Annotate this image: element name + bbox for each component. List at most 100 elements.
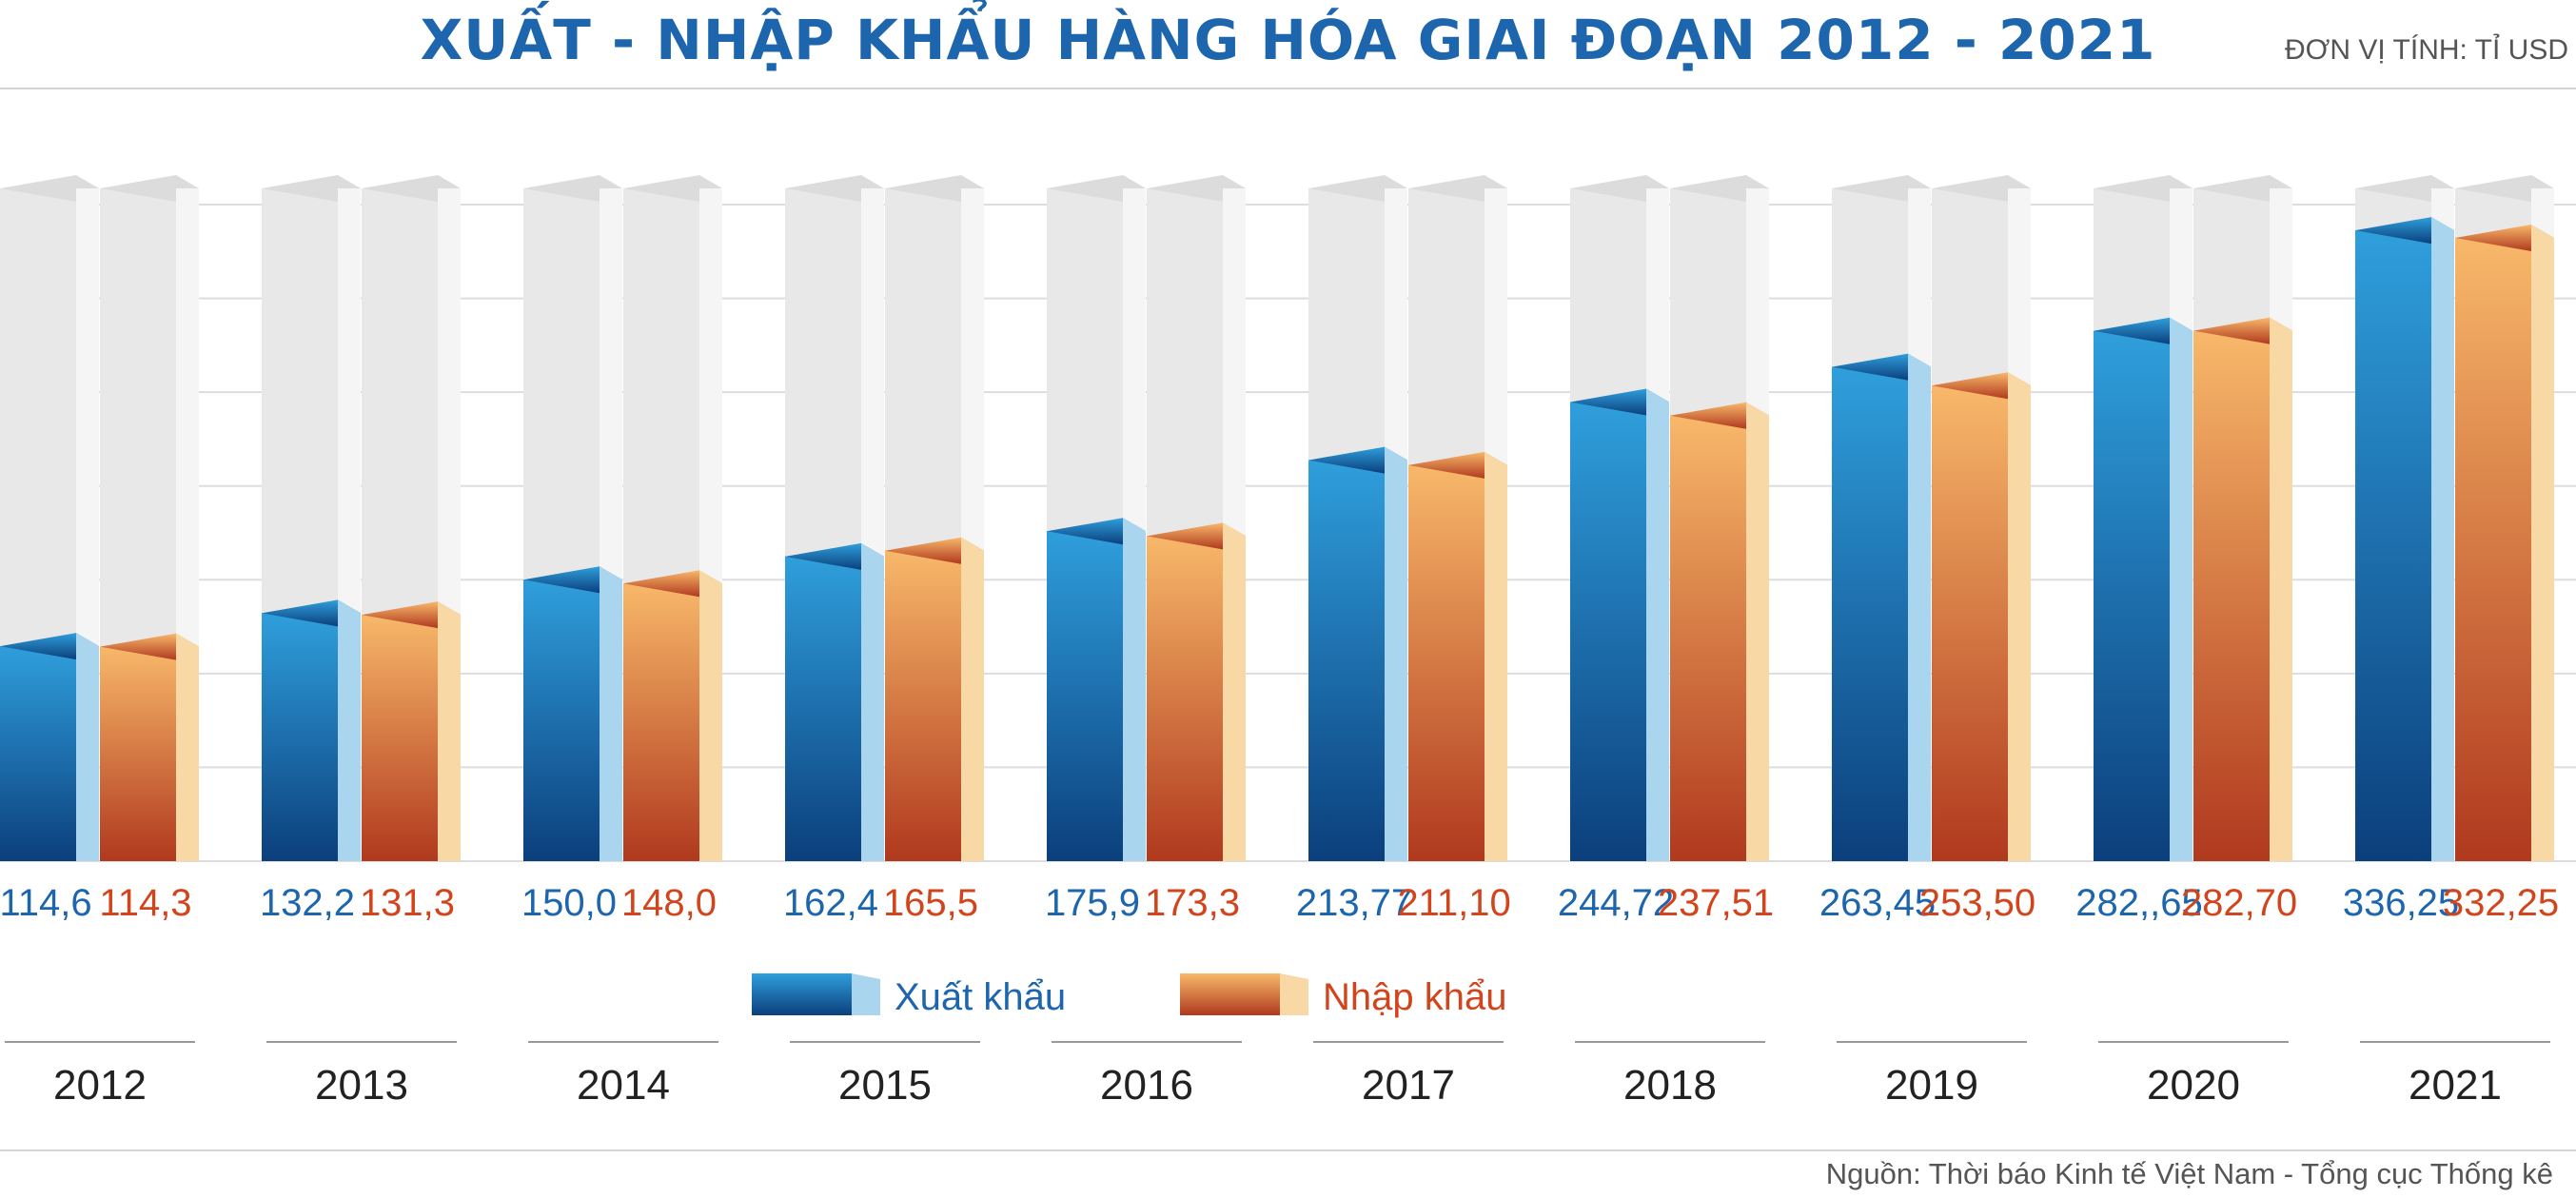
legend: Xuất khẩu Nhập khẩu <box>752 973 1506 1018</box>
bar-import-side <box>1485 451 1507 861</box>
bar-import-side <box>2008 372 2031 861</box>
value-label-export: 263,45 <box>1819 882 1936 924</box>
bar-export-top <box>1570 388 1669 416</box>
bar-import-side <box>2531 224 2554 861</box>
value-label-export: 150,0 <box>521 882 617 924</box>
value-label-export: 244,72 <box>1558 882 1674 924</box>
bar-import <box>1932 385 2008 861</box>
bar-export-top <box>0 633 99 660</box>
bar-track-top <box>1047 175 1146 202</box>
bar-import-side <box>699 570 722 861</box>
year-label: 2015 <box>838 1062 932 1109</box>
bar-export <box>1570 402 1646 861</box>
bar-export-side <box>2431 217 2454 861</box>
value-label-export: 282,,65 <box>2075 882 2202 924</box>
bar-import <box>100 646 176 861</box>
bar-export <box>2355 230 2431 861</box>
bar-export-top <box>2355 217 2454 245</box>
bar-export <box>785 556 861 861</box>
bar-import-side <box>176 633 199 861</box>
legend-swatch-export <box>752 973 852 1015</box>
legend-swatch-export-side <box>852 973 880 1015</box>
bar-track-top <box>1308 175 1407 202</box>
value-label-export: 132,2 <box>260 882 355 924</box>
bar-track-top <box>100 175 199 202</box>
bar-export-top <box>785 542 884 570</box>
bar-track-top <box>623 175 722 202</box>
bar-export-side <box>600 566 622 861</box>
bar-export-side <box>1908 353 1931 861</box>
bar-export-top <box>1832 353 1931 381</box>
bar-export <box>1047 531 1123 861</box>
bar-import <box>885 550 961 861</box>
bar-export <box>523 579 600 861</box>
value-labels: 114,6 114,3 132,2 131,3 150,0 148,0 162,4 165,5… <box>0 882 2559 924</box>
bar-export <box>1832 366 1908 861</box>
value-label-import: 282,70 <box>2181 882 2297 924</box>
year-axis: 2012 2013 2014 2015 2016 2017 2018 2019 2020 2021 <box>5 1041 2550 1109</box>
bars <box>0 175 2554 862</box>
value-label-import: 131,3 <box>360 882 455 924</box>
bar-export-side <box>861 542 884 861</box>
value-label-export: 162,4 <box>783 882 878 924</box>
bar-track-top <box>885 175 984 202</box>
value-label-import: 211,10 <box>1397 882 1510 924</box>
bar-import <box>362 615 438 861</box>
chart-title: XUẤT - NHẬP KHẨU HÀNG HÓA GIAI ĐOẠN 2012… <box>420 8 2156 72</box>
bar-track-top <box>2094 175 2193 202</box>
footer-divider <box>0 1149 2576 1151</box>
value-label-export: 114,6 <box>0 882 92 924</box>
value-label-import: 237,51 <box>1658 882 1774 924</box>
bar-export-top <box>1308 446 1407 474</box>
legend-swatch-import <box>1180 973 1280 1015</box>
bar-import <box>1147 536 1223 861</box>
bar-track-top <box>1832 175 1931 202</box>
value-label-export: 175,9 <box>1045 882 1140 924</box>
value-label-export: 336,25 <box>2343 882 2459 924</box>
value-label-import: 253,50 <box>1919 882 2035 924</box>
bar-import <box>1670 415 1746 861</box>
year-label: 2020 <box>2147 1062 2240 1109</box>
bar-export-top <box>1047 518 1146 545</box>
bar-track-top <box>2193 175 2292 202</box>
bar-export-side <box>2170 317 2193 861</box>
bar-track-top <box>2355 175 2454 202</box>
bar-export <box>2094 330 2170 861</box>
bar-export <box>262 613 338 861</box>
bar-import-side <box>2270 317 2292 862</box>
bar-import <box>2455 237 2531 861</box>
value-label-import: 332,25 <box>2443 882 2559 924</box>
value-label-export: 213,77 <box>1296 882 1412 924</box>
bar-track-top <box>1570 175 1669 202</box>
year-label: 2019 <box>1885 1062 1978 1109</box>
bar-import-top <box>1932 372 2031 400</box>
bar-export-side <box>1385 446 1407 861</box>
bar-export-side <box>76 633 99 861</box>
value-label-import: 173,3 <box>1145 882 1240 924</box>
bar-export-side <box>1123 518 1146 861</box>
bar-import-side <box>438 601 461 861</box>
bar-export-top <box>262 599 361 627</box>
bar-import-side <box>1223 522 1246 861</box>
bar-import-top <box>885 537 984 564</box>
year-label: 2018 <box>1623 1062 1717 1109</box>
bar-track-top <box>1147 175 1246 202</box>
bar-export <box>1308 460 1385 861</box>
bar-track-top <box>362 175 461 202</box>
legend-swatch-import-side <box>1280 973 1308 1015</box>
bar-import <box>1408 464 1485 861</box>
bar-export-side <box>338 599 361 861</box>
bar-import-top <box>1408 451 1507 479</box>
year-label: 2013 <box>315 1062 408 1109</box>
legend-label-import: Nhập khẩu <box>1323 976 1506 1018</box>
bar-track-top <box>523 175 622 202</box>
bar-track-top <box>1932 175 2031 202</box>
bar-track-top <box>1670 175 1769 202</box>
bar-import <box>623 583 699 861</box>
bar-track-top <box>1408 175 1507 202</box>
legend-label-export: Xuất khẩu <box>895 976 1066 1018</box>
bar-import-side <box>1746 402 1769 861</box>
bar-export-top <box>523 566 622 594</box>
bar-import-top <box>2193 317 2292 344</box>
